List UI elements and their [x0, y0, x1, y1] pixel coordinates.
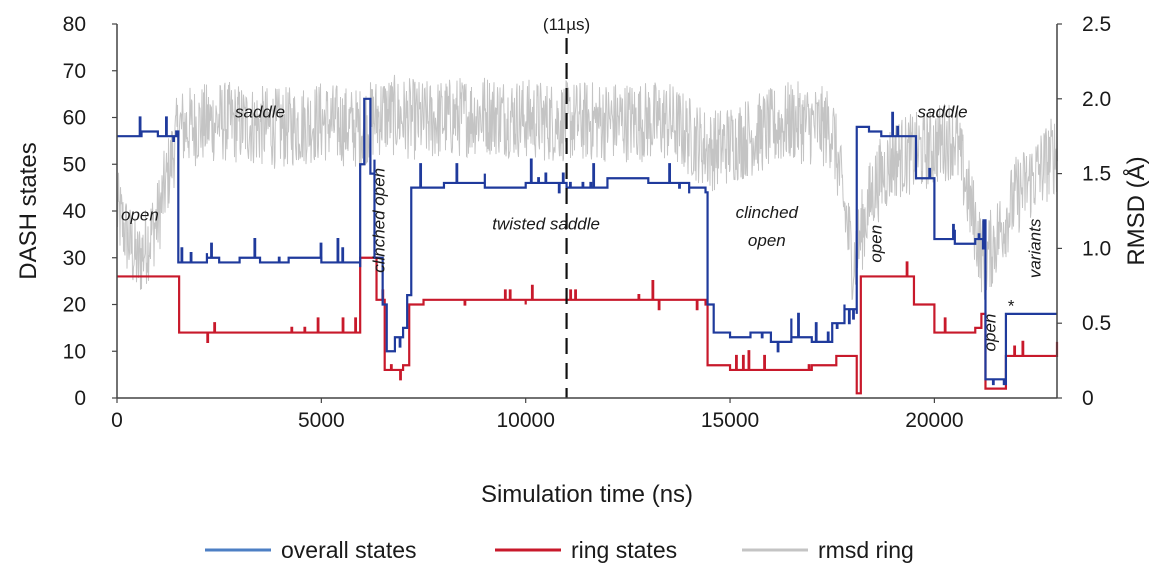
legend-label: ring states	[571, 537, 677, 563]
annotation-label: clinched	[736, 203, 799, 222]
plot-area	[116, 74, 1059, 395]
y-left-tick-label: 60	[63, 107, 86, 130]
y-right-tick-label: 1.5	[1082, 163, 1111, 186]
y-left-tick-label: 70	[63, 60, 86, 83]
x-tick-label: 20000	[905, 409, 963, 432]
annotation-label: clinched open	[370, 168, 389, 273]
x-tick-label: 0	[111, 409, 123, 432]
y-left-tick-label: 40	[63, 200, 86, 223]
y-right-tick-labels: 0 0.5 1.0 1.5 2.0 2.5	[1057, 13, 1111, 410]
annotation-label: twisted saddle	[492, 215, 600, 234]
x-axis-title: Simulation time (ns)	[481, 481, 693, 508]
annotation-label: open	[866, 225, 885, 263]
y-left-tick-label: 10	[63, 340, 86, 363]
series-overall-states	[117, 97, 1057, 386]
annotation-label: saddle	[918, 103, 968, 122]
x-tick-label: 10000	[496, 409, 554, 432]
y-right-tick-label: 0	[1082, 387, 1094, 410]
x-tick-label: 5000	[298, 409, 345, 432]
x-tick-label: 15000	[701, 409, 759, 432]
annotation-label: open	[981, 314, 1000, 352]
y-axis-right-title: RMSD (Å)	[1122, 156, 1150, 265]
y-right-tick-label: 2.0	[1082, 88, 1111, 111]
x-tick-labels: 0 5000 10000 15000 20000	[111, 398, 964, 432]
marker-line-label: (11µs)	[543, 15, 590, 34]
legend-label: rmsd ring	[818, 537, 914, 563]
overall-states-line	[117, 97, 1057, 386]
y-right-tick-label: 2.5	[1082, 13, 1111, 36]
series-ring-states	[117, 256, 1059, 395]
y-axis-left-title: DASH states	[15, 142, 42, 279]
y-right-tick-label: 0.5	[1082, 312, 1111, 335]
y-left-tick-label: 0	[74, 387, 86, 410]
rmsd-ring-line	[116, 74, 1058, 301]
y-left-tick-label: 80	[63, 13, 86, 36]
y-left-tick-label: 30	[63, 247, 86, 270]
annotation-label: open	[121, 205, 159, 224]
state-annotations: open saddle clinched open twisted saddle cli…	[121, 103, 1045, 352]
annotation-label: variants	[1026, 218, 1045, 278]
y-left-tick-label: 20	[63, 294, 86, 317]
annotation-label: *	[1007, 297, 1015, 316]
ring-states-line	[117, 256, 1059, 395]
series-rmsd-ring	[116, 74, 1058, 301]
annotation-label: open	[748, 231, 786, 250]
annotation-label: saddle	[235, 103, 285, 122]
y-left-tick-label: 50	[63, 153, 86, 176]
y-right-tick-label: 1.0	[1082, 237, 1111, 260]
legend-label: overall states	[281, 537, 417, 563]
y-left-tick-labels: 0 10 20 30 40 50 60 70 80	[63, 13, 117, 410]
legend: overall states ring states rmsd ring	[205, 537, 914, 563]
